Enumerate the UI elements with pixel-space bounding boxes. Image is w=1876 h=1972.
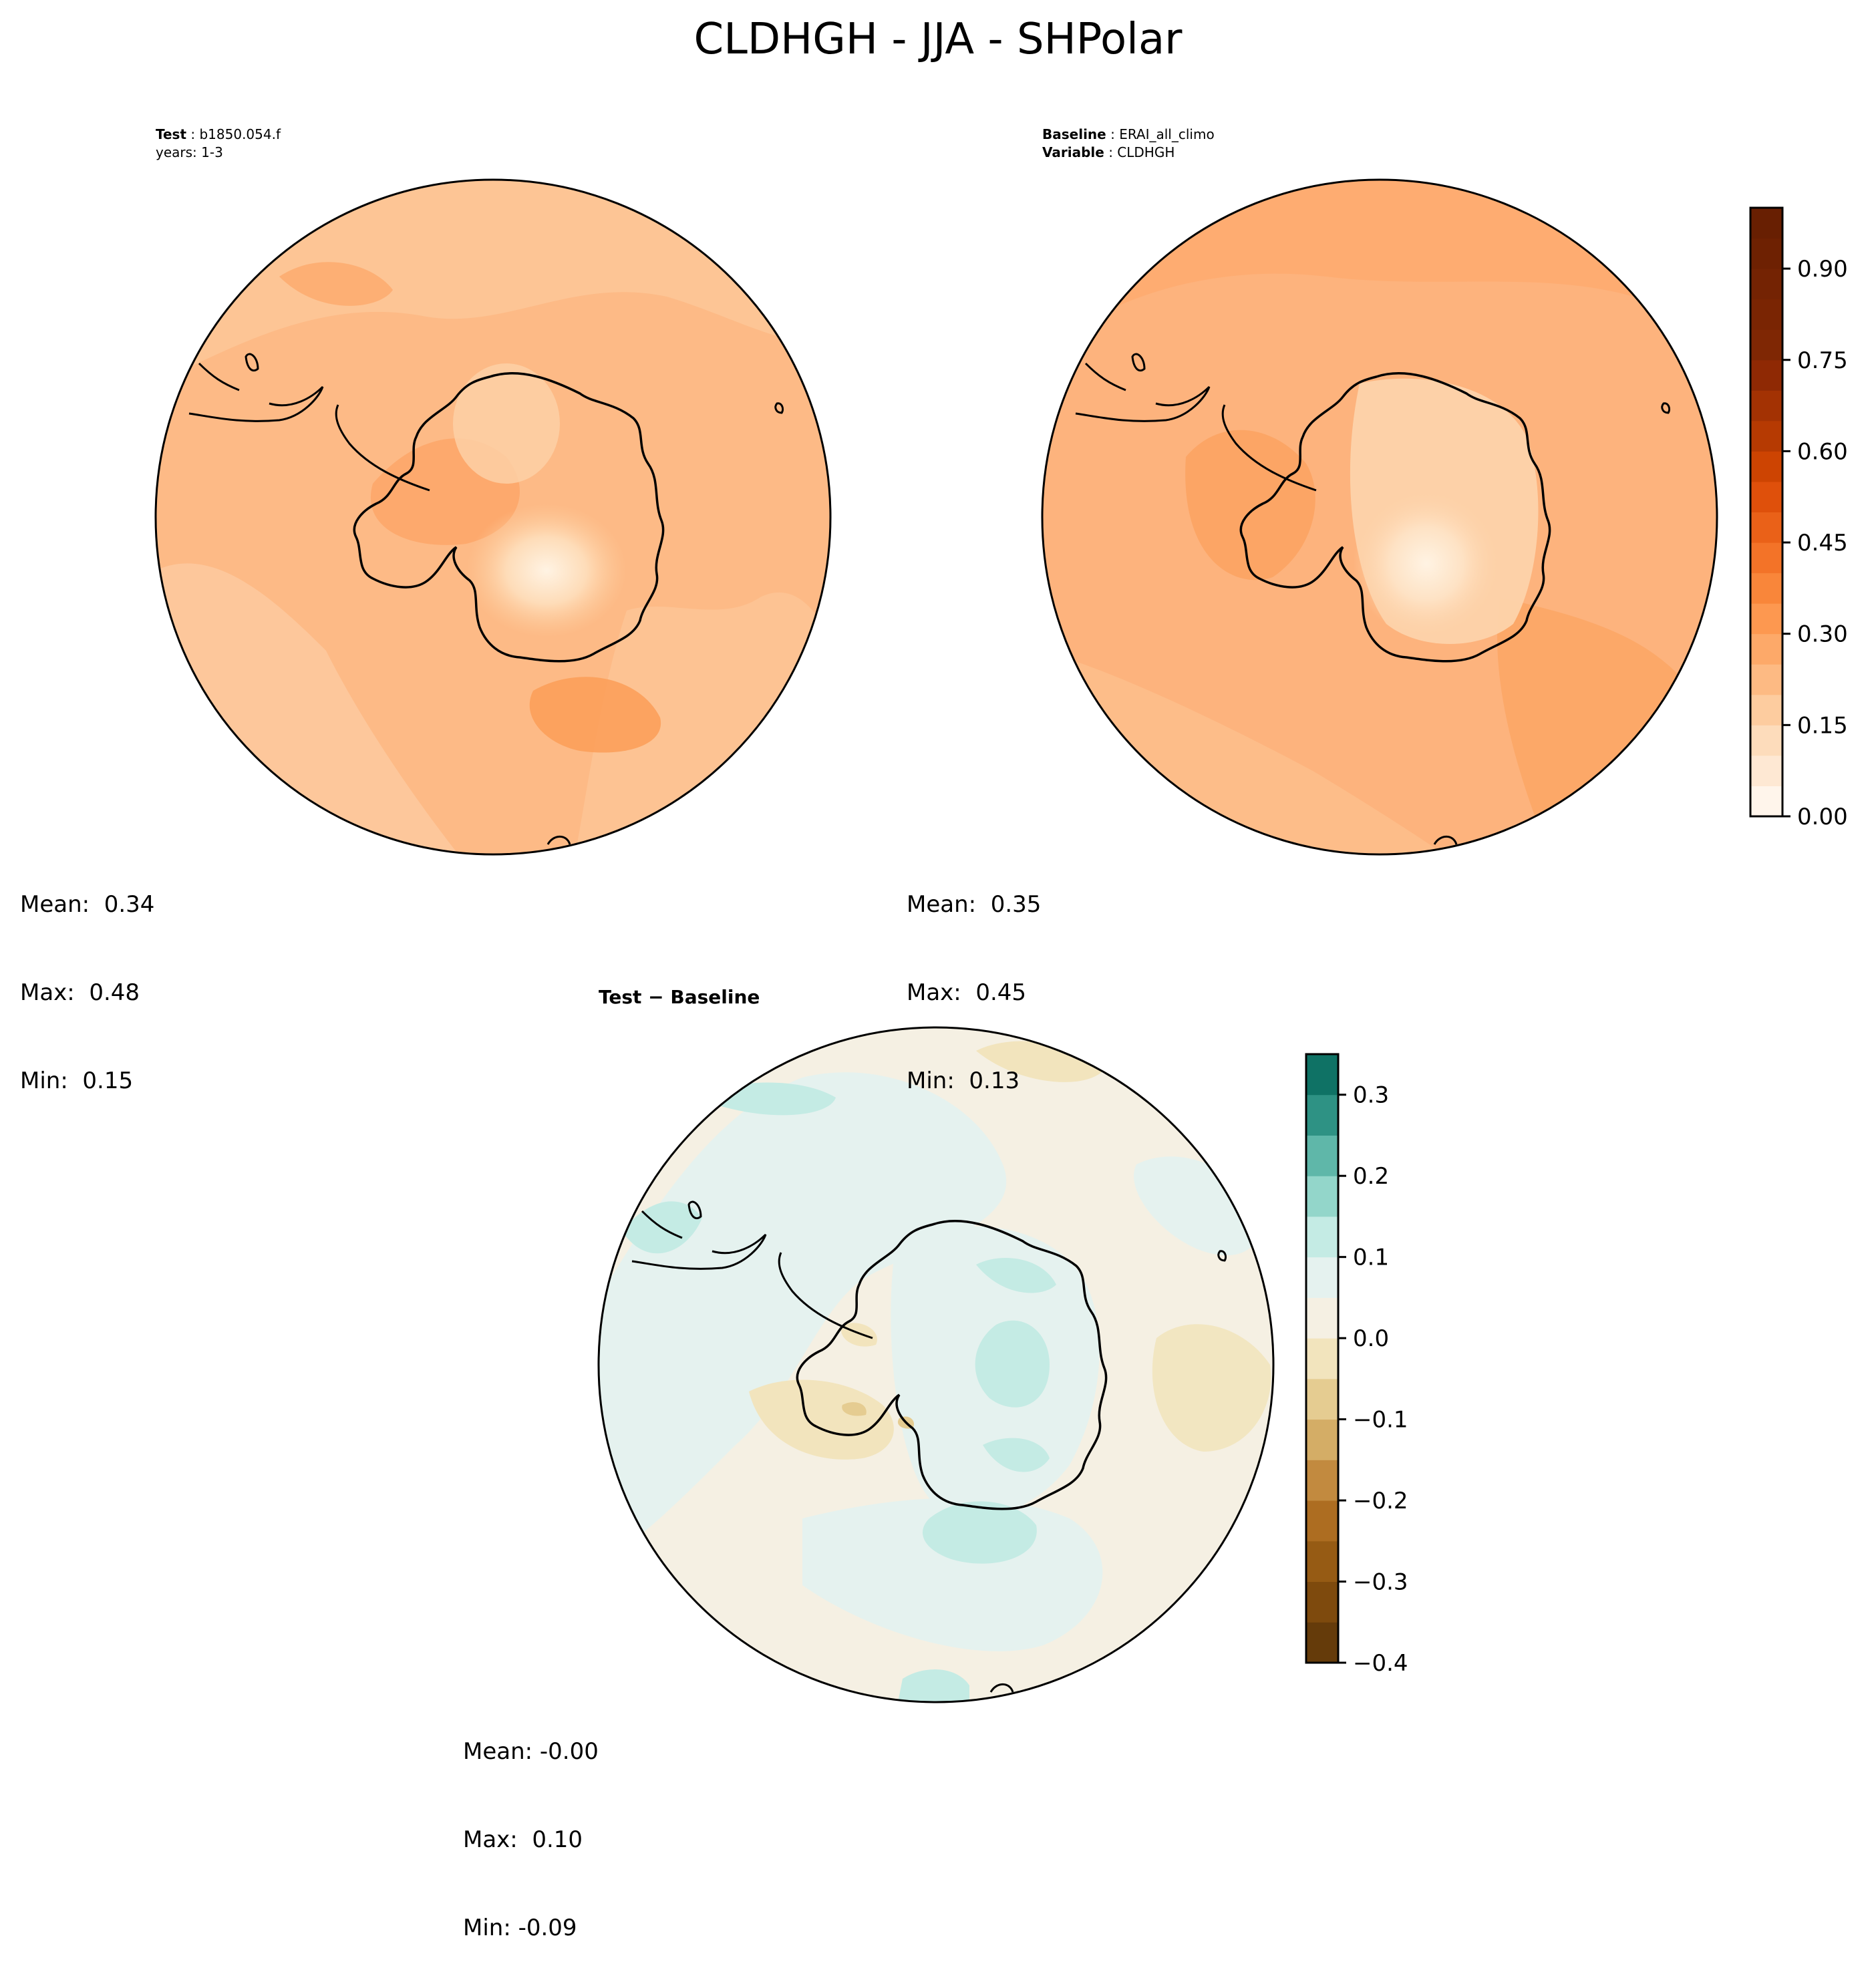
diff-map [597, 1026, 1275, 1703]
colorbar-diff-segment [1306, 1622, 1338, 1663]
colorbar-diff-segment [1306, 1419, 1338, 1460]
colorbar-diff-segment [1306, 1338, 1338, 1379]
test-pole-high [466, 504, 627, 637]
baseline-coastline [1239, 372, 1551, 663]
colorbar-diff-segment [1306, 1378, 1338, 1420]
colorbar-diff-segment [1306, 1297, 1338, 1339]
colorbar-diff-tick-label: −0.1 [1353, 1407, 1408, 1434]
colorbar-diff-border [1305, 1053, 1340, 1664]
colorbar-diff-segment [1306, 1176, 1338, 1217]
colorbar-diff-tick-label: −0.2 [1353, 1488, 1408, 1514]
baseline-mean: Mean: 0.35 [907, 891, 1042, 918]
colorbar-main-tick-label: 0.00 [1797, 804, 1848, 830]
baseline-pole-high [1353, 490, 1500, 637]
colorbar-main: 0.00 0.15 0.30 0.45 0.60 0.75 0.90 [1749, 206, 1848, 830]
baseline-label-line1: Baseline : ERAI_all_climo [1042, 126, 1215, 142]
colorbar-main-segment [1750, 633, 1782, 665]
figure-title: CLDHGH - JJA - SHPolar [694, 15, 1183, 64]
colorbar-diff-tick-label: −0.3 [1353, 1569, 1408, 1596]
colorbar-main-tick-label: 0.60 [1797, 438, 1848, 465]
baseline-map [1041, 178, 1718, 856]
colorbar-main-segment [1750, 542, 1782, 574]
colorbar-diff-tick-label: 0.3 [1353, 1082, 1389, 1109]
colorbar-main-segment [1750, 299, 1782, 330]
test-label-line1: Test : b1850.054.f [156, 126, 281, 142]
diff-min: Min: -0.09 [463, 1915, 577, 1941]
colorbar-main-segment [1750, 694, 1782, 725]
colorbar-diff-tick-label: −0.4 [1353, 1650, 1408, 1677]
baseline-min: Min: 0.13 [907, 1067, 1020, 1094]
colorbar-diff-tick-label: 0.2 [1353, 1163, 1389, 1190]
diff-label: Test − Baseline [599, 986, 760, 1008]
test-stats: Mean: 0.34 Max: 0.48 Min: 0.15 [20, 831, 154, 1125]
colorbar-diff-segment [1306, 1257, 1338, 1298]
panel-test: Test : b1850.054.f years: 1-3 [154, 126, 832, 856]
baseline-max: Max: 0.45 [907, 979, 1027, 1006]
colorbar-main-segment [1750, 420, 1782, 452]
colorbar-main-segment [1750, 512, 1782, 543]
test-coastline [353, 372, 665, 663]
baseline-stats: Mean: 0.35 Max: 0.45 Min: 0.13 [907, 831, 1041, 1125]
diff-map-border [597, 1026, 1275, 1703]
colorbar-main-tick-label: 0.15 [1797, 712, 1848, 739]
test-map-border [154, 178, 832, 856]
colorbar-diff-tick-label: 0.1 [1353, 1245, 1389, 1271]
colorbar-main-segment [1750, 572, 1782, 604]
test-map [154, 178, 832, 856]
colorbar-main-segment [1750, 269, 1782, 300]
colorbar-diff-segment [1306, 1054, 1338, 1096]
baseline-label-line2: Variable : CLDHGH [1042, 144, 1175, 160]
test-min: Min: 0.15 [20, 1067, 134, 1094]
colorbar-diff-segment [1306, 1216, 1338, 1258]
test-label-line2: years: 1-3 [156, 144, 223, 160]
colorbar-diff-segment [1306, 1581, 1338, 1623]
colorbar-main-segment [1750, 786, 1782, 817]
panel-diff: Test − Baseline [597, 986, 1275, 1703]
colorbar-main-border [1749, 206, 1784, 818]
colorbar-main-segment [1750, 603, 1782, 635]
colorbar-main-segment [1750, 329, 1782, 361]
colorbar-main-segment [1750, 664, 1782, 695]
colorbar-main-segment [1750, 725, 1782, 756]
diff-stats: Mean: -0.00 Max: 0.10 Min: -0.09 [463, 1678, 599, 1972]
colorbar-main-tick-label: 0.90 [1797, 256, 1848, 283]
diff-negative-area [749, 1379, 894, 1460]
colorbar-diff-segment [1306, 1460, 1338, 1501]
colorbar-diff-segment [1306, 1135, 1338, 1176]
baseline-map-border [1041, 178, 1718, 856]
colorbar-main-segment [1750, 208, 1782, 239]
colorbar-main-segment [1750, 238, 1782, 269]
colorbar-main-tick-label: 0.30 [1797, 621, 1848, 648]
diff-positive-core [975, 1320, 1050, 1408]
colorbar-main-segment [1750, 481, 1782, 512]
colorbar-diff: −0.4 −0.3 −0.2 −0.1 0.0 0.1 0.2 0.3 [1305, 1053, 1408, 1677]
colorbar-diff-segment [1306, 1500, 1338, 1542]
colorbar-main-segment [1750, 390, 1782, 422]
diff-coastline [796, 1220, 1108, 1510]
colorbar-main-segment [1750, 755, 1782, 786]
colorbar-diff-segment [1306, 1540, 1338, 1583]
diff-mean: Mean: -0.00 [463, 1738, 599, 1765]
colorbar-main-segment [1750, 451, 1782, 482]
colorbar-main-segment [1750, 359, 1782, 391]
panel-baseline: Baseline : ERAI_all_climo Variable : CLD… [1041, 126, 1718, 856]
colorbar-main-tick-label: 0.75 [1797, 347, 1848, 374]
colorbar-main-tick-label: 0.45 [1797, 530, 1848, 556]
colorbar-diff-segment [1306, 1094, 1338, 1136]
test-mean: Mean: 0.34 [20, 891, 155, 918]
colorbar-diff-tick-label: 0.0 [1353, 1325, 1389, 1352]
test-max: Max: 0.48 [20, 979, 140, 1006]
figure: CLDHGH - JJA - SHPolar Test : b1850.054.… [154, 15, 1848, 1703]
diff-max: Max: 0.10 [463, 1826, 583, 1853]
